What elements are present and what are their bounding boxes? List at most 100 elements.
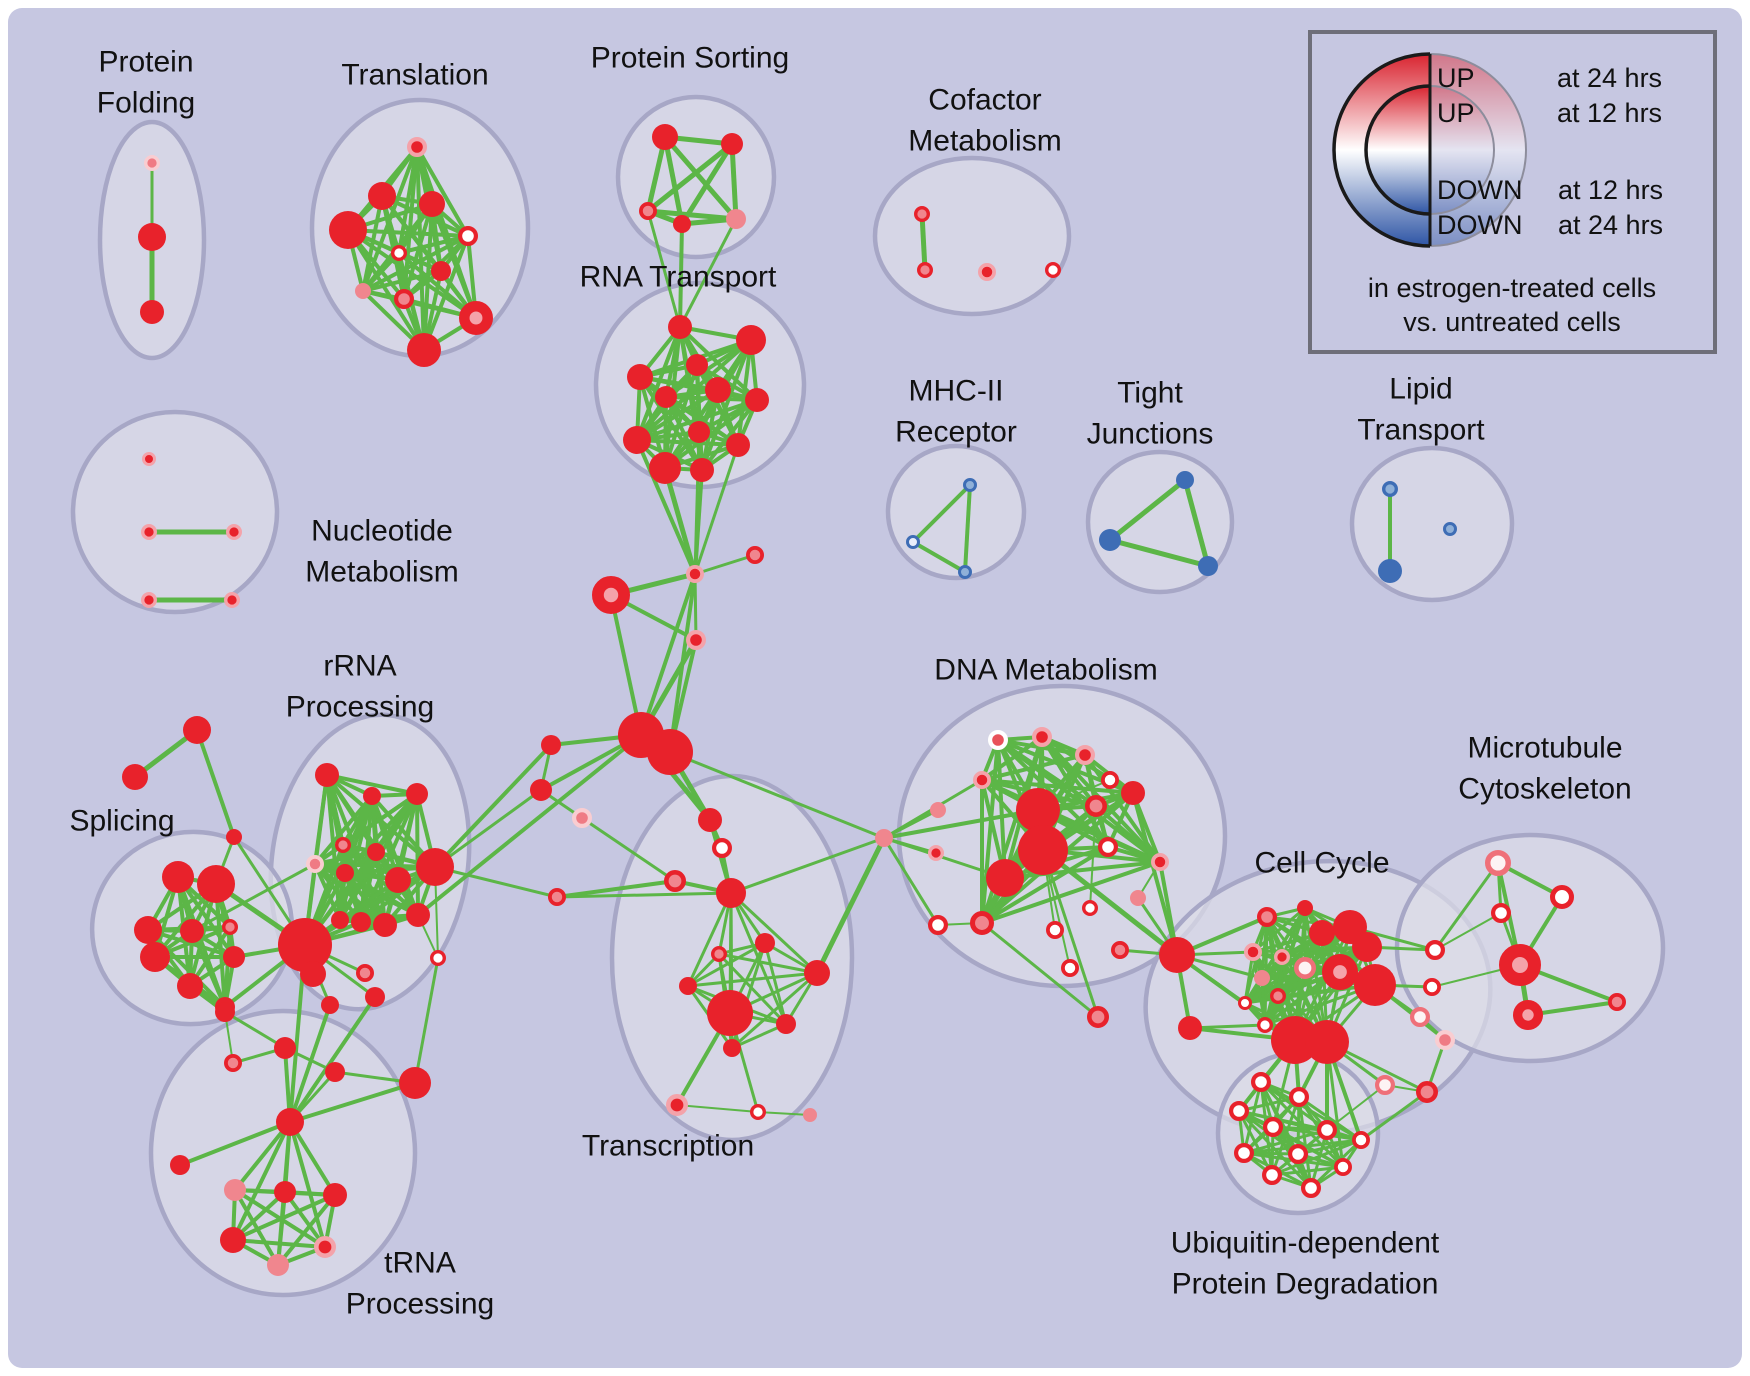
legend-time-down24: at 24 hrs bbox=[1558, 210, 1663, 240]
network-node-ub8 bbox=[1287, 1143, 1308, 1164]
network-node-rt12 bbox=[690, 458, 714, 482]
cluster-label-cofactor-metabolism-line1: Cofactor bbox=[928, 84, 1041, 117]
network-edge bbox=[693, 469, 704, 575]
cluster-ellipse-mhc-ii-receptor bbox=[885, 443, 1027, 581]
network-edge bbox=[647, 208, 737, 222]
network-node-cc16 bbox=[1305, 1020, 1349, 1064]
network-node-dm4 bbox=[1074, 744, 1095, 765]
network-node-dm18 bbox=[1151, 853, 1170, 872]
network-node-tx14 bbox=[803, 1108, 817, 1122]
network-edge bbox=[1041, 849, 1100, 1018]
network-node-m3 bbox=[958, 565, 972, 579]
network-node-tr13 bbox=[267, 1254, 289, 1276]
network-node-tr6 bbox=[276, 1108, 304, 1136]
network-node-rh bbox=[278, 918, 332, 972]
network-node-pf1 bbox=[143, 154, 160, 171]
network-node-ub9 bbox=[1261, 1164, 1282, 1185]
network-node-dm23 bbox=[1087, 1005, 1110, 1028]
legend-inner-left-arc bbox=[1364, 84, 1431, 216]
network-node-dm3 bbox=[1031, 726, 1052, 747]
network-edge bbox=[980, 845, 1110, 925]
network-node-cc19 bbox=[1409, 1006, 1430, 1027]
network-edge bbox=[413, 957, 440, 1084]
network-node-mt3 bbox=[1490, 902, 1511, 923]
network-node-cf2 bbox=[916, 261, 933, 278]
network-edge bbox=[883, 808, 939, 840]
legend-dir-down24: DOWN bbox=[1437, 210, 1522, 240]
network-edge bbox=[1433, 862, 1500, 951]
cluster-ellipse-tight-junctions bbox=[1085, 449, 1235, 595]
network-node-dm14 bbox=[1046, 921, 1065, 940]
network-node-n1 bbox=[142, 452, 156, 466]
network-node-dm2 bbox=[987, 729, 1008, 750]
cluster-label-rna-transport: RNA Transport bbox=[580, 261, 777, 294]
network-node-ub5 bbox=[1316, 1119, 1337, 1140]
network-node-tr7 bbox=[170, 1155, 190, 1175]
network-node-c7 bbox=[530, 779, 552, 801]
network-node-c3 bbox=[592, 576, 631, 615]
network-edge bbox=[635, 388, 720, 442]
network-node-ub4 bbox=[1262, 1116, 1283, 1137]
network-node-tx5 bbox=[755, 933, 775, 953]
network-edge bbox=[416, 733, 643, 917]
network-edge bbox=[679, 142, 735, 226]
network-node-cc2 bbox=[1297, 900, 1313, 916]
network-node-m2 bbox=[906, 535, 920, 549]
network-edge bbox=[638, 375, 704, 472]
network-edge bbox=[883, 808, 1039, 840]
network-node-rt11 bbox=[649, 452, 681, 484]
cluster-label-protein-sorting: Protein Sorting bbox=[591, 42, 789, 75]
network-node-ub7 bbox=[1233, 1142, 1254, 1163]
network-node-tx10 bbox=[776, 1014, 796, 1034]
network-edge bbox=[678, 223, 684, 328]
network-node-tr12 bbox=[313, 1236, 336, 1259]
network-node-n3 bbox=[225, 523, 242, 540]
network-node-lt1 bbox=[1382, 480, 1399, 497]
network-node-r16 bbox=[365, 987, 385, 1007]
network-node-cc21 bbox=[1374, 1074, 1395, 1095]
network-node-cc22 bbox=[1416, 1081, 1439, 1104]
network-node-pf3 bbox=[140, 300, 164, 324]
network-edge bbox=[288, 995, 377, 1124]
cluster-label-rrna-processing-line2: Processing bbox=[286, 691, 434, 724]
legend-time-up24: at 24 hrs bbox=[1557, 63, 1662, 93]
network-node-t7 bbox=[431, 261, 451, 281]
network-node-r17 bbox=[321, 996, 339, 1014]
network-edge bbox=[646, 142, 734, 213]
network-node-mt1 bbox=[1484, 849, 1511, 876]
cluster-ellipse-protein-sorting bbox=[615, 94, 777, 260]
network-edge bbox=[693, 444, 740, 575]
network-node-tx2 bbox=[711, 837, 732, 858]
legend-outer-left-arc bbox=[1332, 52, 1431, 248]
network-node-dm7 bbox=[927, 844, 944, 861]
network-node-tx3 bbox=[663, 869, 686, 892]
network-edge bbox=[1040, 735, 1110, 849]
network-edge bbox=[179, 1120, 291, 1167]
cluster-label-translation: Translation bbox=[341, 59, 488, 92]
network-node-cc6 bbox=[1354, 964, 1396, 1006]
network-node-t3 bbox=[329, 211, 367, 249]
network-edge bbox=[1298, 1095, 1362, 1142]
cluster-label-microtubule-cytoskeleton-line2: Cytoskeleton bbox=[1458, 773, 1631, 806]
network-node-cc1 bbox=[1256, 906, 1277, 927]
network-node-tr5 bbox=[399, 1067, 431, 1099]
network-edge bbox=[214, 883, 227, 1008]
network-node-x3 bbox=[226, 829, 242, 845]
cluster-label-nucleotide-metabolism-line2: Metabolism bbox=[305, 556, 458, 589]
legend-inner-right-arc bbox=[1429, 85, 1495, 215]
network-edge bbox=[191, 862, 316, 933]
network-node-cc7 bbox=[1321, 954, 1358, 991]
network-node-dm13 bbox=[970, 911, 995, 936]
network-node-cc11 bbox=[1254, 970, 1270, 986]
network-node-dm21 bbox=[1111, 941, 1130, 960]
network-edge bbox=[635, 338, 753, 442]
network-node-r8 bbox=[385, 867, 411, 893]
network-node-r2 bbox=[363, 787, 381, 805]
network-node-dm15 bbox=[1121, 781, 1145, 805]
network-edge bbox=[1182, 479, 1211, 567]
network-edge bbox=[669, 750, 885, 840]
network-node-lt3 bbox=[1443, 522, 1457, 536]
network-edge bbox=[635, 326, 682, 441]
network-node-r4 bbox=[334, 836, 351, 853]
network-node-ub6 bbox=[1352, 1131, 1371, 1150]
